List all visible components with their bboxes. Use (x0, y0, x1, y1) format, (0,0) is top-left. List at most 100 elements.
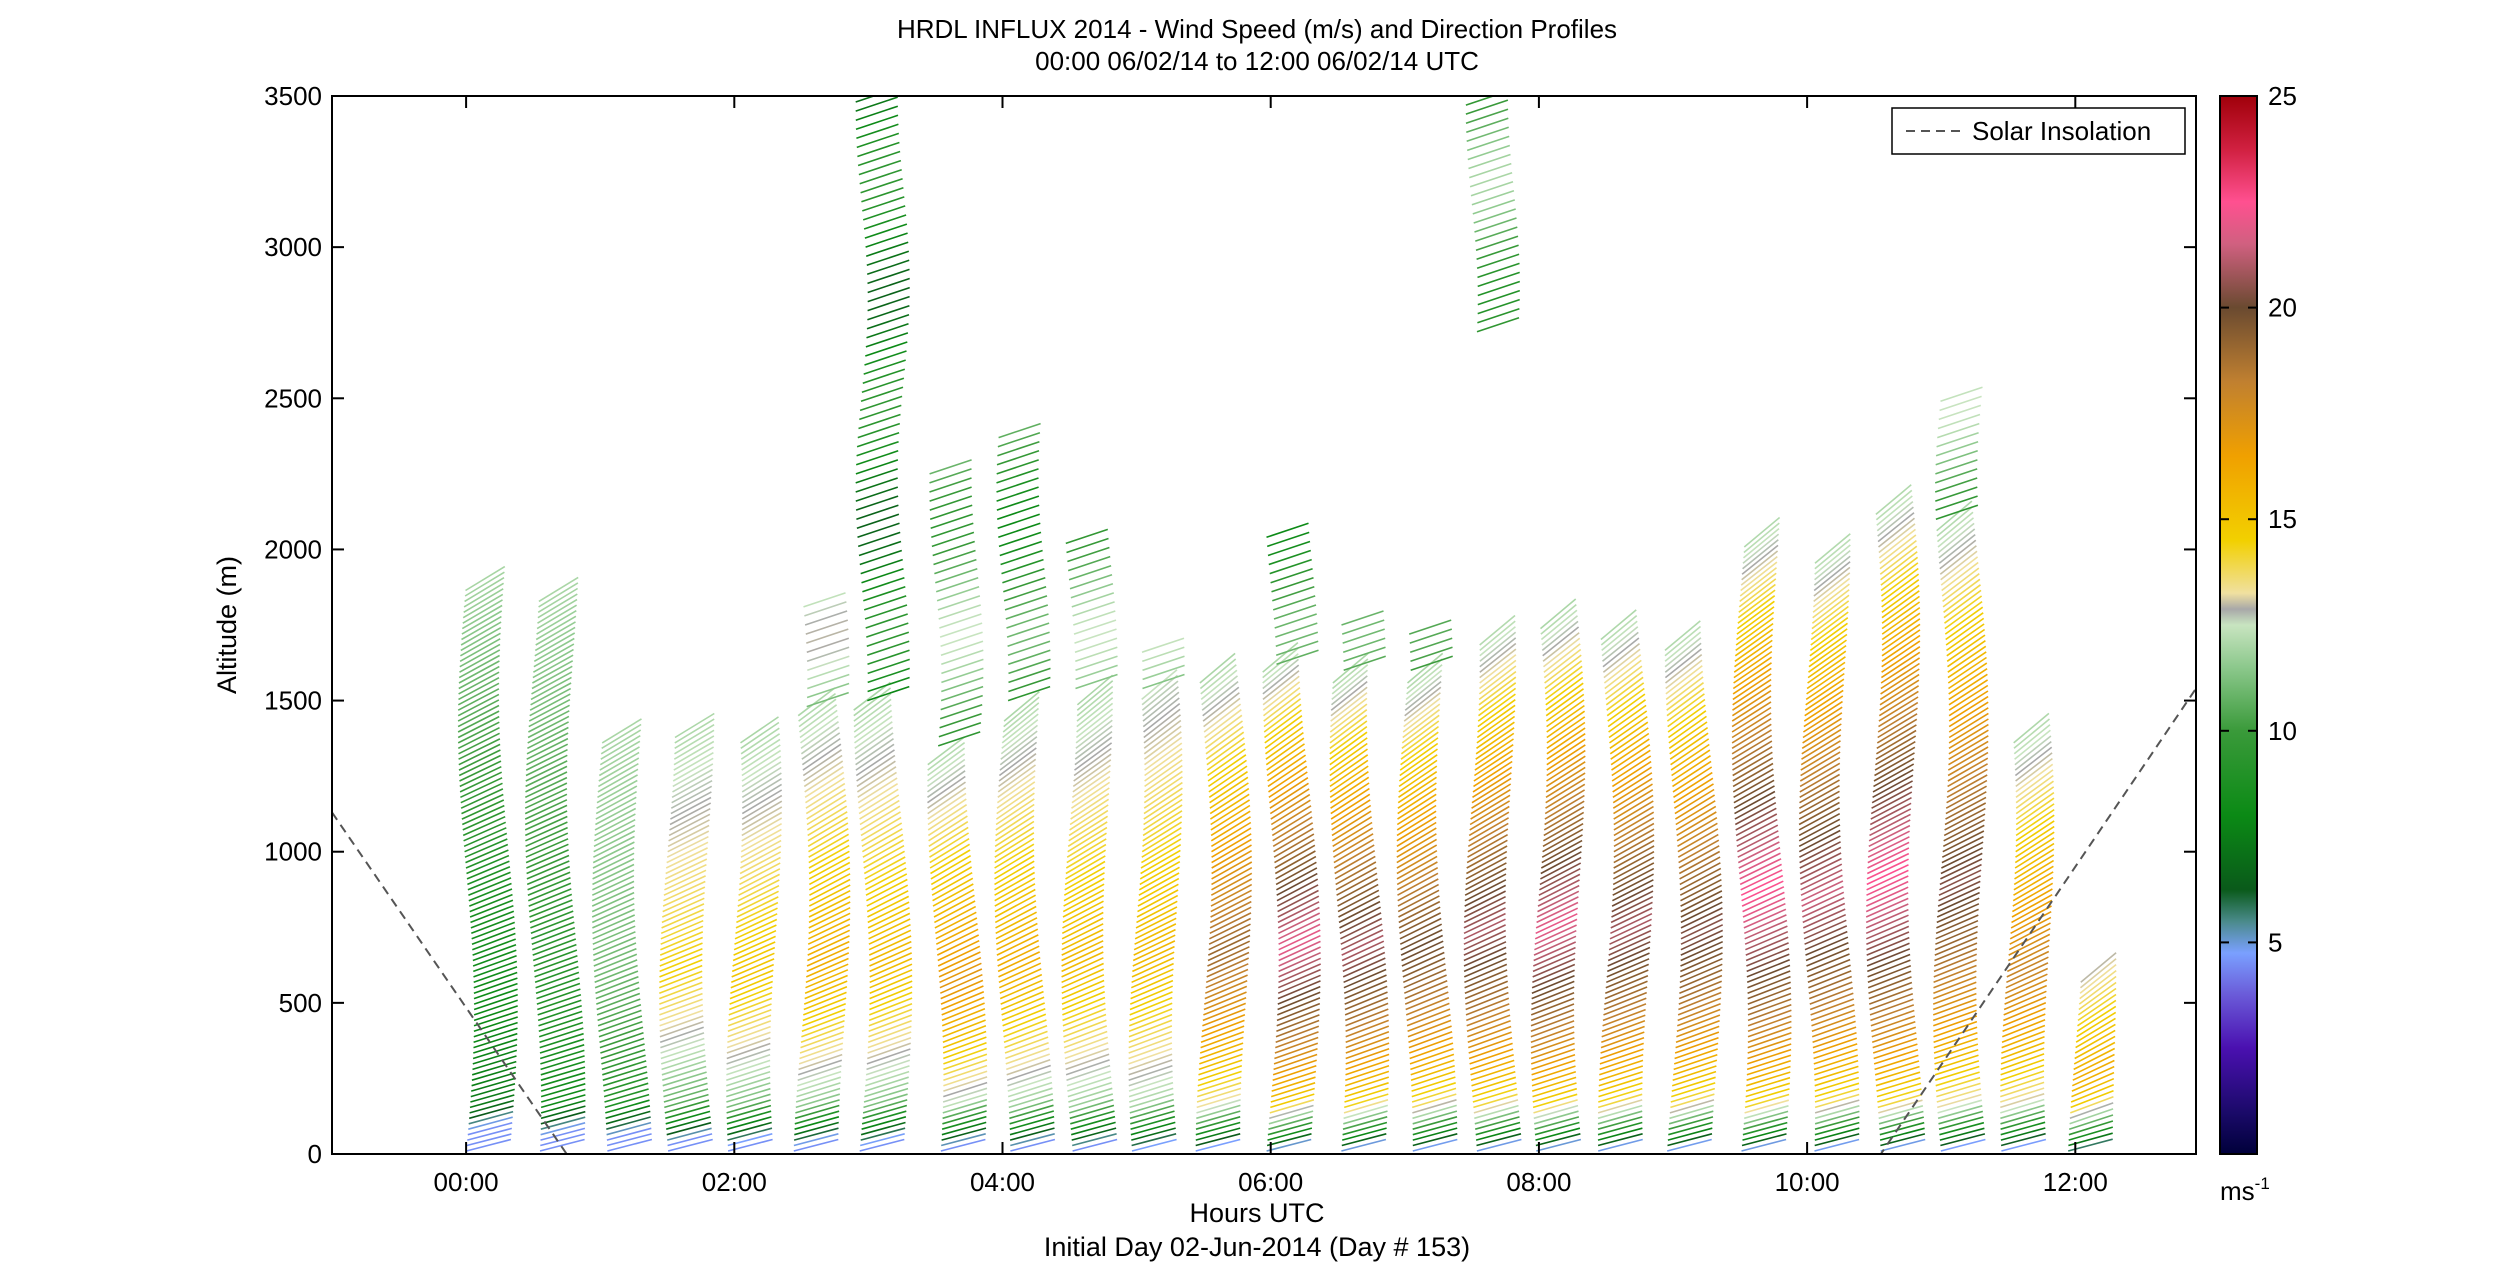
wind-barb (1204, 714, 1243, 744)
wind-barb (1736, 611, 1775, 641)
wind-barb (1069, 1098, 1114, 1114)
wind-barb (1265, 726, 1304, 755)
wind-barb (1144, 759, 1183, 788)
wind-barb (1343, 655, 1386, 672)
wind-barb (1531, 1059, 1576, 1076)
wind-barb (1809, 986, 1854, 1005)
wind-barb (661, 897, 705, 918)
wind-barb (1540, 845, 1583, 869)
wind-barb (1948, 662, 1988, 690)
wind-barb (869, 940, 912, 962)
wind-barb (1268, 771, 1308, 798)
wind-barb (1935, 914, 1979, 935)
wind-barb (661, 908, 705, 929)
wind-barb (536, 988, 581, 1005)
wind-barb (1062, 906, 1104, 929)
wind-barb (941, 990, 985, 1011)
wind-barb (1879, 679, 1920, 706)
wind-barb (1940, 858, 1983, 880)
wind-barb (524, 815, 568, 837)
wind-barb (1814, 1088, 1860, 1103)
wind-barb (739, 856, 781, 880)
wind-barb (1473, 1093, 1518, 1109)
wind-barb (936, 928, 979, 951)
wind-barb (1865, 892, 1909, 913)
wind-barb (1329, 754, 1369, 782)
wind-barb (857, 777, 898, 804)
wind-barb (1546, 704, 1585, 733)
upper-wind-profile (929, 459, 984, 747)
wind-barb (2003, 990, 2047, 1011)
wind-barb (943, 1070, 988, 1087)
wind-barb (2000, 1115, 2046, 1130)
wind-barb (1807, 656, 1846, 684)
wind-barb (1945, 785, 1987, 809)
wind-barb (670, 796, 712, 820)
wind-barb (459, 760, 502, 782)
wind-barb (1465, 991, 1509, 1011)
wind-barb (1345, 1065, 1390, 1081)
wind-barb (1868, 987, 1913, 1005)
wind-barb (942, 1104, 987, 1120)
wind-barb (795, 1087, 841, 1103)
wind-barb (660, 919, 704, 940)
wind-barb (927, 804, 968, 831)
wind-barb (1473, 755, 1513, 782)
wind-barb (1344, 1082, 1389, 1098)
wind-barb (1342, 637, 1386, 653)
wind-barb (1340, 917, 1383, 940)
wind-barb (941, 1127, 987, 1141)
wind-barb (1062, 996, 1106, 1016)
wind-barb (1531, 991, 1575, 1011)
wind-barb (995, 922, 1038, 945)
wind-barb (1406, 1002, 1450, 1022)
wind-barb (1209, 906, 1252, 929)
wind-barb (805, 969, 849, 989)
wind-barb (808, 844, 850, 869)
upper-wind-profile (855, 96, 910, 702)
wind-barb (1274, 613, 1317, 629)
wind-barb (1396, 838, 1438, 864)
wind-barb (1733, 650, 1773, 679)
wind-barb (1677, 997, 1722, 1016)
wind-barb (1814, 1121, 1860, 1136)
wind-barb (2073, 1041, 2116, 1065)
wind-barb (998, 747, 1037, 777)
wind-barb (802, 1002, 846, 1022)
wind-barb (1731, 701, 1772, 728)
wind-barb (2000, 1098, 2045, 1114)
wind-barb (1937, 517, 1975, 548)
wind-barb (941, 1002, 985, 1022)
wind-barb (1545, 766, 1586, 793)
wind-barb (540, 1049, 585, 1065)
wind-barb (800, 721, 839, 749)
wind-barb (1128, 1064, 1173, 1081)
wind-barb (1934, 1060, 1980, 1076)
wind-barb (1143, 708, 1181, 739)
wind-barb (2014, 837, 2055, 864)
wind-barb (538, 576, 579, 603)
wind-barb (1275, 640, 1319, 656)
wind-barb (1546, 721, 1586, 749)
wind-barb (1271, 805, 1312, 831)
wind-barb (866, 259, 910, 276)
wind-barb (1747, 1048, 1792, 1065)
wind-barb (1396, 844, 1438, 869)
wind-barb (1075, 673, 1118, 690)
wind-profile (2067, 952, 2117, 1152)
wind-barb (669, 807, 711, 831)
wind-barb (1343, 974, 1387, 994)
wind-barb (1402, 709, 1440, 739)
wind-barb (1199, 658, 1237, 690)
wind-barb (1464, 980, 1509, 1000)
wind-barb (471, 921, 515, 940)
wind-barb (667, 1138, 713, 1152)
wind-barb (1866, 852, 1910, 875)
wind-barb (540, 1094, 586, 1109)
wind-barb (1141, 637, 1185, 653)
wind-barb (1211, 838, 1252, 864)
wind-barb (1466, 135, 1510, 152)
wind-barb (667, 824, 710, 848)
wind-barb (1128, 1047, 1173, 1065)
chart-title: HRDL INFLUX 2014 - Wind Speed (m/s) and … (897, 14, 1617, 44)
